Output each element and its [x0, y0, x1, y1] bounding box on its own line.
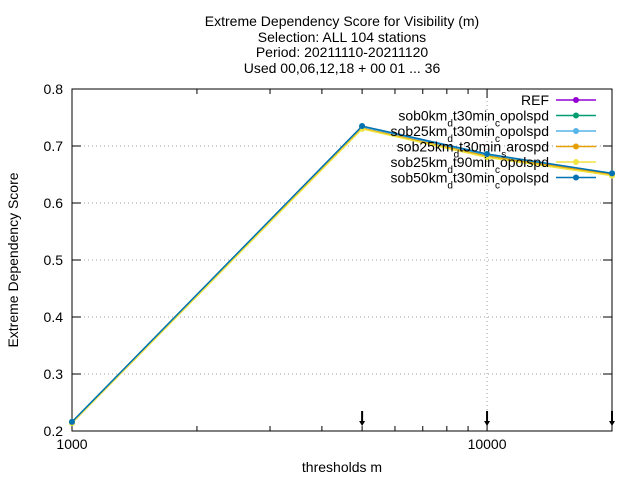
legend-label-3: sob25kmdt30mincopolspd [391, 123, 549, 145]
legend-marker-6 [573, 174, 579, 181]
legend-label-part: c [495, 165, 500, 176]
legend-label-part: sob50km [391, 170, 448, 186]
legend-label-part: sob25km [397, 139, 454, 155]
legend-label-part: arospd [506, 139, 549, 155]
legend-label-part: sob0km [398, 108, 447, 124]
legend-marker-5 [573, 159, 579, 165]
legend-label-part: d [454, 149, 460, 160]
legend-label-part: t30min [453, 123, 495, 139]
legend-label-5: sob25kmdt90mincopolspd [391, 154, 549, 176]
y-tick-label: 0.7 [44, 138, 64, 154]
legend-label-part: sob25km [391, 154, 448, 170]
legend-marker-2 [573, 112, 579, 119]
legend-label-part: REF [521, 92, 549, 108]
threshold-marker-arrow [609, 421, 615, 426]
legend-label-part: d [447, 134, 453, 145]
legend-label-part: sob25km [391, 123, 448, 139]
threshold-marker-arrow [359, 421, 366, 426]
title-line-4: Used 00,06,12,18 + 00 01 ... 36 [244, 60, 441, 76]
series-line-5 [71, 128, 613, 424]
x-axis-label: thresholds m [302, 459, 382, 475]
legend-label-part: d [447, 180, 453, 191]
legend-label-part: c [495, 180, 500, 191]
series-point-6 [359, 123, 366, 130]
x-tick-label: 1000 [56, 436, 87, 452]
legend-label-part: t30min [453, 108, 495, 124]
legend-marker-3 [573, 128, 579, 134]
y-tick-label: 0.4 [44, 309, 64, 325]
y-tick-label: 0.6 [44, 195, 64, 211]
legend-label-4: sob25kmdt30minsarospd [397, 139, 549, 161]
legend-label-2: sob0kmdt30mincopolspd [398, 108, 549, 130]
legend-label-part: t90min [453, 154, 495, 170]
title-line-3: Period: 20211110-20211120 [256, 44, 429, 60]
legend-label-part: opolspd [500, 170, 549, 186]
legend-label-part: c [495, 134, 500, 145]
y-axis-label: Extreme Dependency Score [5, 172, 21, 347]
series-point-6 [69, 418, 75, 425]
legend-label-part: opolspd [500, 123, 549, 139]
y-tick-label: 0.8 [44, 81, 64, 97]
legend-label-part: t30min [453, 170, 495, 186]
series-line-6 [71, 125, 613, 423]
series-point-6 [609, 170, 615, 177]
series-point-6 [484, 150, 491, 157]
legend-label-part: d [447, 118, 453, 129]
legend-label-part: t30min [459, 139, 501, 155]
legend-label-part: s [501, 149, 506, 160]
grid [72, 89, 612, 431]
tick-labels: 0.2 0.3 0.4 0.5 0.6 0.7 0.8 1000 10000 [44, 81, 507, 452]
y-tick-label: 0.2 [44, 423, 64, 439]
y-tick-label: 0.3 [44, 366, 64, 382]
legend-label-part: opolspd [500, 108, 549, 124]
threshold-marker-arrow [484, 421, 491, 426]
legend-label-part: opolspd [500, 154, 549, 170]
tick-marks [71, 88, 615, 432]
legend-label-1: REF [521, 92, 549, 108]
legend-marker-1 [573, 97, 579, 103]
title-line-1: Extreme Dependency Score for Visibility … [205, 13, 479, 29]
legend-marker-4 [573, 143, 579, 150]
legend: REFsob0kmdt30mincopolspdsob25kmdt30minco… [391, 92, 596, 191]
x-tick-label: 10000 [468, 436, 507, 452]
title-line-2: Selection: ALL 104 stations [258, 29, 426, 45]
legend-label-part: c [495, 118, 500, 129]
legend-label-6: sob50kmdt30mincopolspd [391, 170, 549, 192]
chart-title: Extreme Dependency Score for Visibility … [205, 13, 479, 76]
series-lines [69, 123, 615, 427]
legend-label-part: d [447, 165, 453, 176]
y-tick-label: 0.5 [44, 252, 64, 268]
